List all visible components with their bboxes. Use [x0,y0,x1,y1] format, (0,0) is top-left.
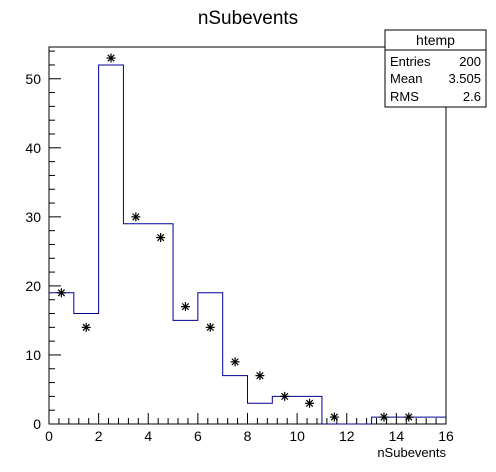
stats-box-name: htemp [416,32,455,48]
y-tick-label: 50 [25,71,41,87]
marker-stroke [231,358,239,366]
marker-stroke [181,302,190,311]
marker-stroke [380,413,388,421]
x-tick-label: 10 [289,428,305,444]
data-marker [329,412,339,422]
marker-stroke [156,233,165,242]
stats-entries-label: Entries [390,54,431,69]
data-marker [106,53,116,63]
x-axis: 0 2 4 6 8 10 12 14 16 [45,413,454,444]
data-marker [255,371,265,381]
y-tick-label: 30 [25,209,41,225]
y-tick-label: 10 [25,347,41,363]
data-marker [404,412,414,422]
stats-box: htemp Entries 200 Mean 3.505 RMS 2.6 [384,29,487,108]
x-tick-label: 4 [144,428,152,444]
x-tick-label: 0 [45,428,53,444]
x-tick-label: 12 [339,428,355,444]
marker-stroke [281,392,289,401]
y-tick-label: 0 [33,416,41,432]
marker-layer [56,53,414,422]
data-marker [230,357,240,367]
marker-stroke [57,289,66,297]
x-tick-label: 8 [244,428,252,444]
marker-stroke [132,213,140,221]
y-axis: 0 10 20 30 40 50 [25,50,61,432]
data-marker [156,233,166,243]
chart-title: nSubevents [198,8,298,29]
data-marker [180,302,190,312]
histogram-step-line [49,64,446,425]
stats-rms-value: 2.6 [463,89,481,104]
data-marker [205,322,215,332]
histogram-layer [49,64,446,425]
stats-rms-label: RMS [390,89,419,104]
marker-stroke [256,372,264,380]
stats-mean-label: Mean [390,71,423,86]
data-marker [131,212,141,222]
x-tick-label: 2 [95,428,103,444]
marker-stroke [82,323,90,331]
y-tick-label: 20 [25,278,41,294]
stats-entries-value: 200 [459,54,481,69]
marker-stroke [305,399,314,407]
x-axis-title: nSubevents [377,445,446,460]
data-marker [305,398,315,408]
x-tick-label: 14 [389,428,405,444]
stats-mean-value: 3.505 [448,71,481,86]
data-marker [379,412,389,422]
stats-box-frame [384,29,487,108]
marker-stroke [107,54,115,62]
x-tick-label: 6 [194,428,202,444]
marker-stroke [330,413,339,421]
data-marker [56,288,66,298]
data-marker [81,322,91,332]
data-marker [280,391,290,401]
y-tick-label: 40 [25,140,41,156]
marker-stroke [206,323,214,331]
x-tick-label: 16 [438,428,454,444]
